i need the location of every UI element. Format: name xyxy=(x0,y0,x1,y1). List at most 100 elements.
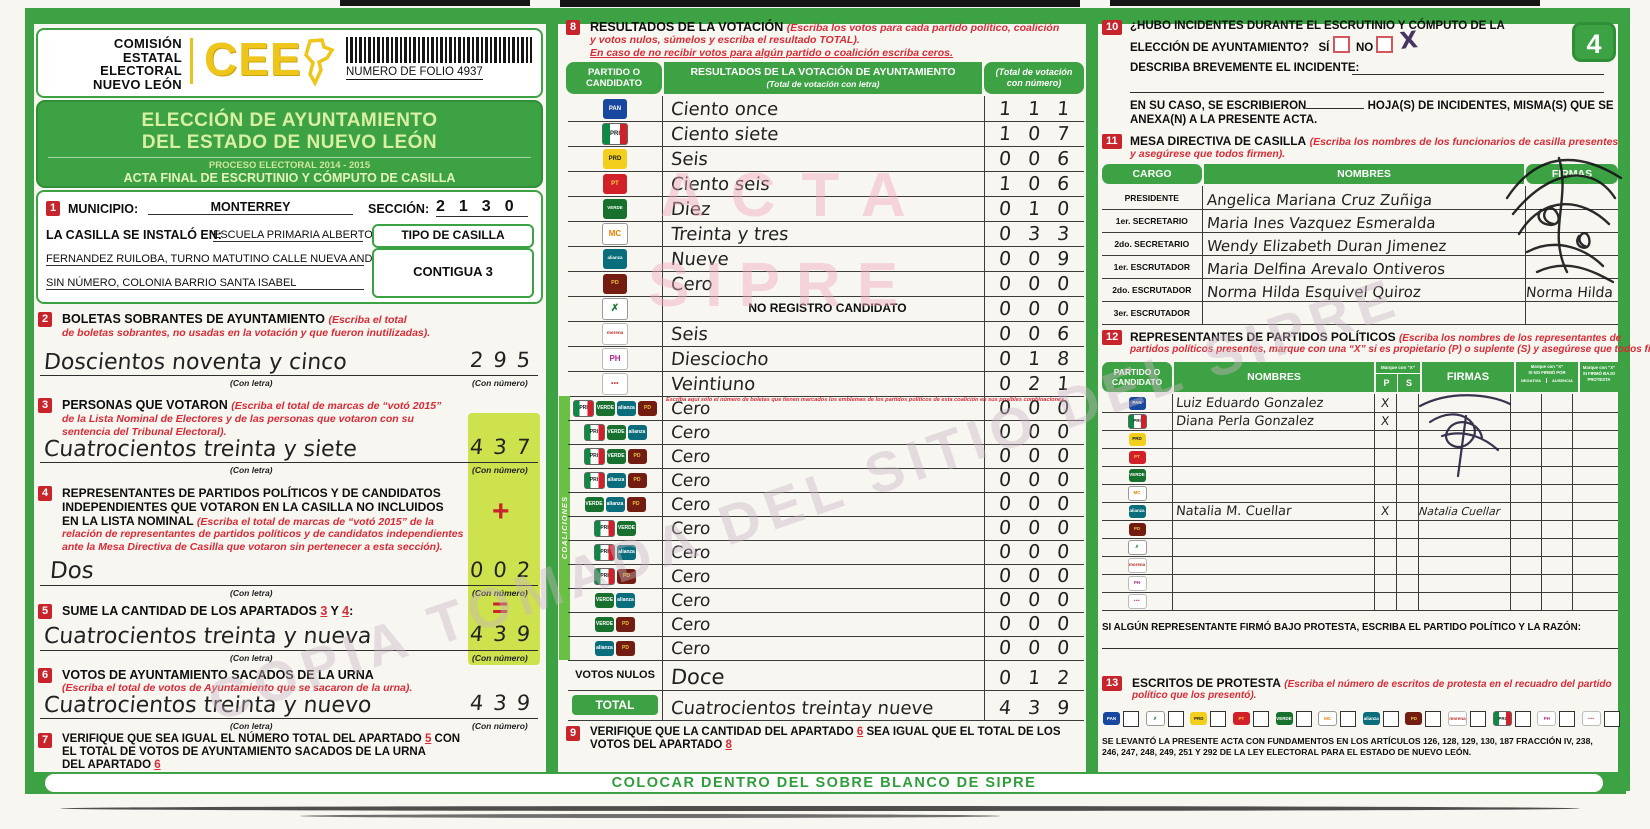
rep-ausencia-cell xyxy=(1541,574,1572,592)
funcionario-nombre: Norma Hilda Esquivel Quiroz xyxy=(1205,283,1422,301)
tipo-casilla-value: CONTIGUA 3 xyxy=(413,264,493,279)
pri-logo-icon: PRI xyxy=(602,122,628,145)
rep-nombre xyxy=(1172,520,1374,538)
no-label: NO xyxy=(1355,42,1374,54)
section-1-box: 1 MUNICIPIO: MONTERREY SECCIÓN: 2130 LA … xyxy=(36,190,543,304)
rep-negativa-cell xyxy=(1510,574,1541,592)
funcionario-nombre: Angelica Mariana Cruz Zuñiga xyxy=(1205,191,1433,209)
protesta-es: ••• xyxy=(1581,710,1620,728)
rep-ausencia-cell xyxy=(1541,502,1572,520)
cruzada-ciudadana-logo-icon: ✗ xyxy=(602,297,628,320)
col-s: S xyxy=(1405,378,1412,388)
mc-logo-icon: MC xyxy=(602,222,628,245)
rep-row-verde: VERDE xyxy=(1102,466,1618,485)
result-row-na: alianza Nueve 009 xyxy=(568,246,1087,272)
col-numero-header: (Total de votación con número) xyxy=(984,62,1084,94)
cee-header-box: COMISIÓN ESTATAL ELECTORAL NUEVO LEÓN CEE … xyxy=(36,28,543,98)
votes-letra: Cero xyxy=(670,543,712,563)
mesa-row-presidente: PRESIDENTE Angelica Mariana Cruz Zuñiga xyxy=(1102,186,1618,210)
rep-negativa-cell xyxy=(1510,484,1541,502)
rep-marque-header: Marque con “X” P S xyxy=(1376,362,1420,392)
votes-numero: 000 xyxy=(998,469,1088,491)
section-8-title: RESULTADOS DE LA VOTACIÓN (Escriba los v… xyxy=(590,20,1060,34)
org-name: COMISIÓN ESTATAL ELECTORAL NUEVO LEÓN xyxy=(93,36,182,92)
verde-logo-icon: VERDE xyxy=(606,424,626,440)
verde-logo-icon: VERDE xyxy=(584,496,604,512)
rep-row-pri: PRI Diana Perla Gonzalez X xyxy=(1102,412,1618,431)
democrata-logo-icon: PD xyxy=(1128,522,1146,536)
votes-letra: Cero xyxy=(670,639,712,659)
pri-logo-icon: PRI xyxy=(594,543,615,561)
nueva-alianza-logo-icon: alianza xyxy=(595,640,614,656)
rep-row-pd: PD xyxy=(1102,520,1618,539)
con-letra-caption: (Con letra) xyxy=(230,465,273,475)
pan-logo-icon: PAN xyxy=(1128,396,1146,410)
rep-p-mark xyxy=(1374,430,1396,448)
pan-logo-icon: PAN xyxy=(1103,712,1120,726)
si-checkbox xyxy=(1332,36,1350,53)
verde-logo-icon: VERDE xyxy=(596,400,615,416)
cee-logo: CEE xyxy=(204,33,302,85)
legal-text-2: 246, 247, 248, 249, 251 Y 292 DE LA LEY … xyxy=(1102,747,1472,757)
scan-artifact xyxy=(300,814,1000,818)
mesa-signatures-scribble xyxy=(1505,156,1623,284)
election-title-2: DEL ESTADO DE NUEVO LEÓN xyxy=(141,132,438,153)
incidente-line-2 xyxy=(1130,92,1604,93)
section-11-badge: 11 xyxy=(1102,134,1122,149)
section-2-numero: 295 xyxy=(468,348,542,372)
tipo-casilla-label: TIPO DE CASILLA xyxy=(401,228,505,242)
total-row: TOTAL Cuatrocientos treintay nueve 439 xyxy=(568,690,1087,721)
cargo-label: 2do. SECRETARIO xyxy=(1114,238,1190,249)
coalition-row: VERDE alianza Cero 000 xyxy=(568,588,1087,613)
rep-ausencia-cell xyxy=(1541,394,1572,412)
section-10-badge: 10 xyxy=(1102,20,1123,35)
rep-nombre xyxy=(1172,484,1374,502)
rep-negativa-cell xyxy=(1510,394,1541,412)
col-resultados-header: RESULTADOS DE LA VOTACIÓN DE AYUNTAMIENT… xyxy=(664,62,982,94)
votes-letra: Treinta y tres xyxy=(670,224,790,245)
section-9-badge: 9 xyxy=(566,726,581,741)
en-su-caso-text: EN SU CASO, SE ESCRIBIERON HOJA(S) DE IN… xyxy=(1130,100,1614,112)
rep-protesta-cell xyxy=(1572,448,1618,466)
votes-numero: 111 xyxy=(998,98,1088,120)
rep-row-na: alianza Natalia M. Cuellar X Natalia Cue… xyxy=(1102,502,1618,521)
votes-numero: 106 xyxy=(998,173,1088,195)
protesta-count-box xyxy=(1123,710,1139,727)
coalition-row: PRI VERDE Cero 000 xyxy=(568,516,1087,541)
rep-ausencia-cell xyxy=(1541,466,1572,484)
mc-logo-icon: MC xyxy=(1318,711,1338,727)
rep-nombre xyxy=(1172,430,1374,448)
result-row-cc: ✗ NO REGISTRO CANDIDATO 000 xyxy=(568,296,1087,322)
rep-protesta-cell xyxy=(1572,394,1618,412)
rep-firma-cell xyxy=(1418,484,1510,502)
section-3-title: PERSONAS QUE VOTARON (Escriba el total d… xyxy=(62,398,442,412)
section-7-text-2: EL TOTAL DE VOTOS DE AYUNTAMIENTO SACADO… xyxy=(62,746,426,758)
votes-letra: Cero xyxy=(670,447,712,467)
protesta-count-box xyxy=(1559,710,1576,727)
votes-numero: 000 xyxy=(998,421,1088,443)
democrata-logo-icon: PD xyxy=(627,472,647,488)
protesta-count-box xyxy=(1340,710,1357,727)
firma-cell xyxy=(1525,301,1618,324)
rep-p-mark xyxy=(1374,448,1396,466)
coalition-row: PRI PD Cero 000 xyxy=(568,564,1087,589)
rep-nombre xyxy=(1172,466,1374,484)
votos-nulos-row: VOTOS NULOS Doce 012 xyxy=(568,660,1087,691)
rep-nombre: Luiz Eduardo Gonzalez xyxy=(1175,395,1325,411)
rep-firma-cell xyxy=(1418,412,1510,430)
morena-logo-icon: morena xyxy=(1448,711,1467,727)
cargo-label: 2do. ESCRUTADOR xyxy=(1112,284,1192,295)
rep-s-mark xyxy=(1396,394,1418,412)
protesta-pri: PRI xyxy=(1492,710,1531,728)
verde-logo-icon: VERDE xyxy=(1128,468,1146,482)
total-label: TOTAL xyxy=(572,695,658,715)
prd-logo-icon: PRD xyxy=(1128,432,1146,446)
rep-s-mark xyxy=(1396,520,1418,538)
protesta-pd: PD xyxy=(1404,710,1442,728)
section-4-numero: 002 xyxy=(468,558,542,582)
protesta-count-box xyxy=(1295,710,1312,727)
rep-p-mark xyxy=(1374,592,1396,610)
rep-p-mark xyxy=(1374,574,1396,592)
pri-logo-icon: PRI xyxy=(1492,711,1512,727)
